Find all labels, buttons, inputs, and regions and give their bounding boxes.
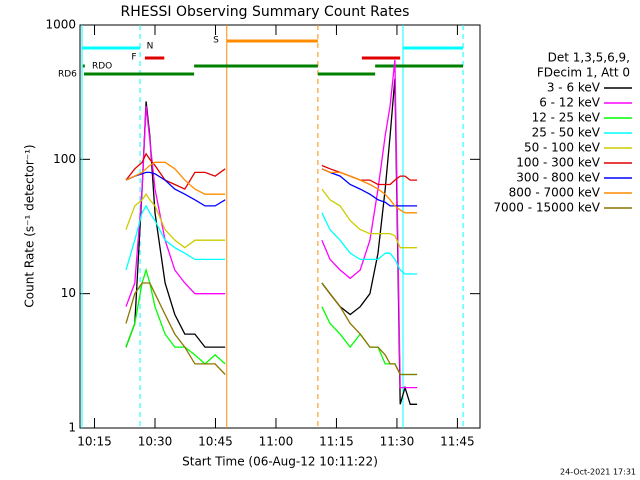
legend-label: 7000 - 15000 keV <box>493 201 600 215</box>
series-line <box>125 188 418 249</box>
flag-label: F <box>131 53 136 63</box>
flag-label: RDO <box>92 62 112 72</box>
x-tick-label: 11:15 <box>319 435 354 449</box>
series-line <box>125 204 418 275</box>
series-line <box>125 161 418 214</box>
y-tick-label: 1000 <box>45 18 76 32</box>
y-tick-label: 100 <box>53 152 76 166</box>
legend-header: Det 1,3,5,6,9, <box>548 51 630 65</box>
x-axis-label: Start Time (06-Aug-12 10:11:22) <box>182 455 378 469</box>
x-tick-label: 10:45 <box>198 435 233 449</box>
x-tick-label: 10:15 <box>77 435 112 449</box>
y-tick-label: 1 <box>68 421 76 435</box>
x-tick-label: 11:30 <box>380 435 415 449</box>
legend-header: FDecim 1, Att 0 <box>537 66 630 80</box>
legend-label: 800 - 7000 keV <box>509 186 601 200</box>
legend-label: 25 - 50 keV <box>532 126 601 140</box>
flag-label: N <box>147 42 154 52</box>
x-tick-label: 11:45 <box>440 435 475 449</box>
footer: 24-Oct-2021 17:31 <box>560 468 636 477</box>
y-tick-label: 10 <box>61 286 76 300</box>
legend-label: 12 - 25 keV <box>532 111 601 125</box>
chart-title: RHESSI Observing Summary Count Rates <box>121 4 410 20</box>
legend-label: 100 - 300 keV <box>516 156 600 170</box>
flag-label: S <box>213 36 219 46</box>
legend-label: 300 - 800 keV <box>516 171 600 185</box>
legend-label: 50 - 100 keV <box>524 141 601 155</box>
series-line <box>125 168 418 207</box>
legend-label: 6 - 12 keV <box>539 96 601 110</box>
series-line <box>125 282 418 376</box>
legend-label: 3 - 6 keV <box>547 81 601 95</box>
x-tick-label: 11:00 <box>259 435 294 449</box>
x-tick-label: 10:30 <box>138 435 173 449</box>
y-axis-label: Count Rate (s⁻¹ detector⁻¹) <box>23 144 37 307</box>
plot-frame <box>79 24 481 429</box>
flag-label: RD6 <box>58 70 77 80</box>
